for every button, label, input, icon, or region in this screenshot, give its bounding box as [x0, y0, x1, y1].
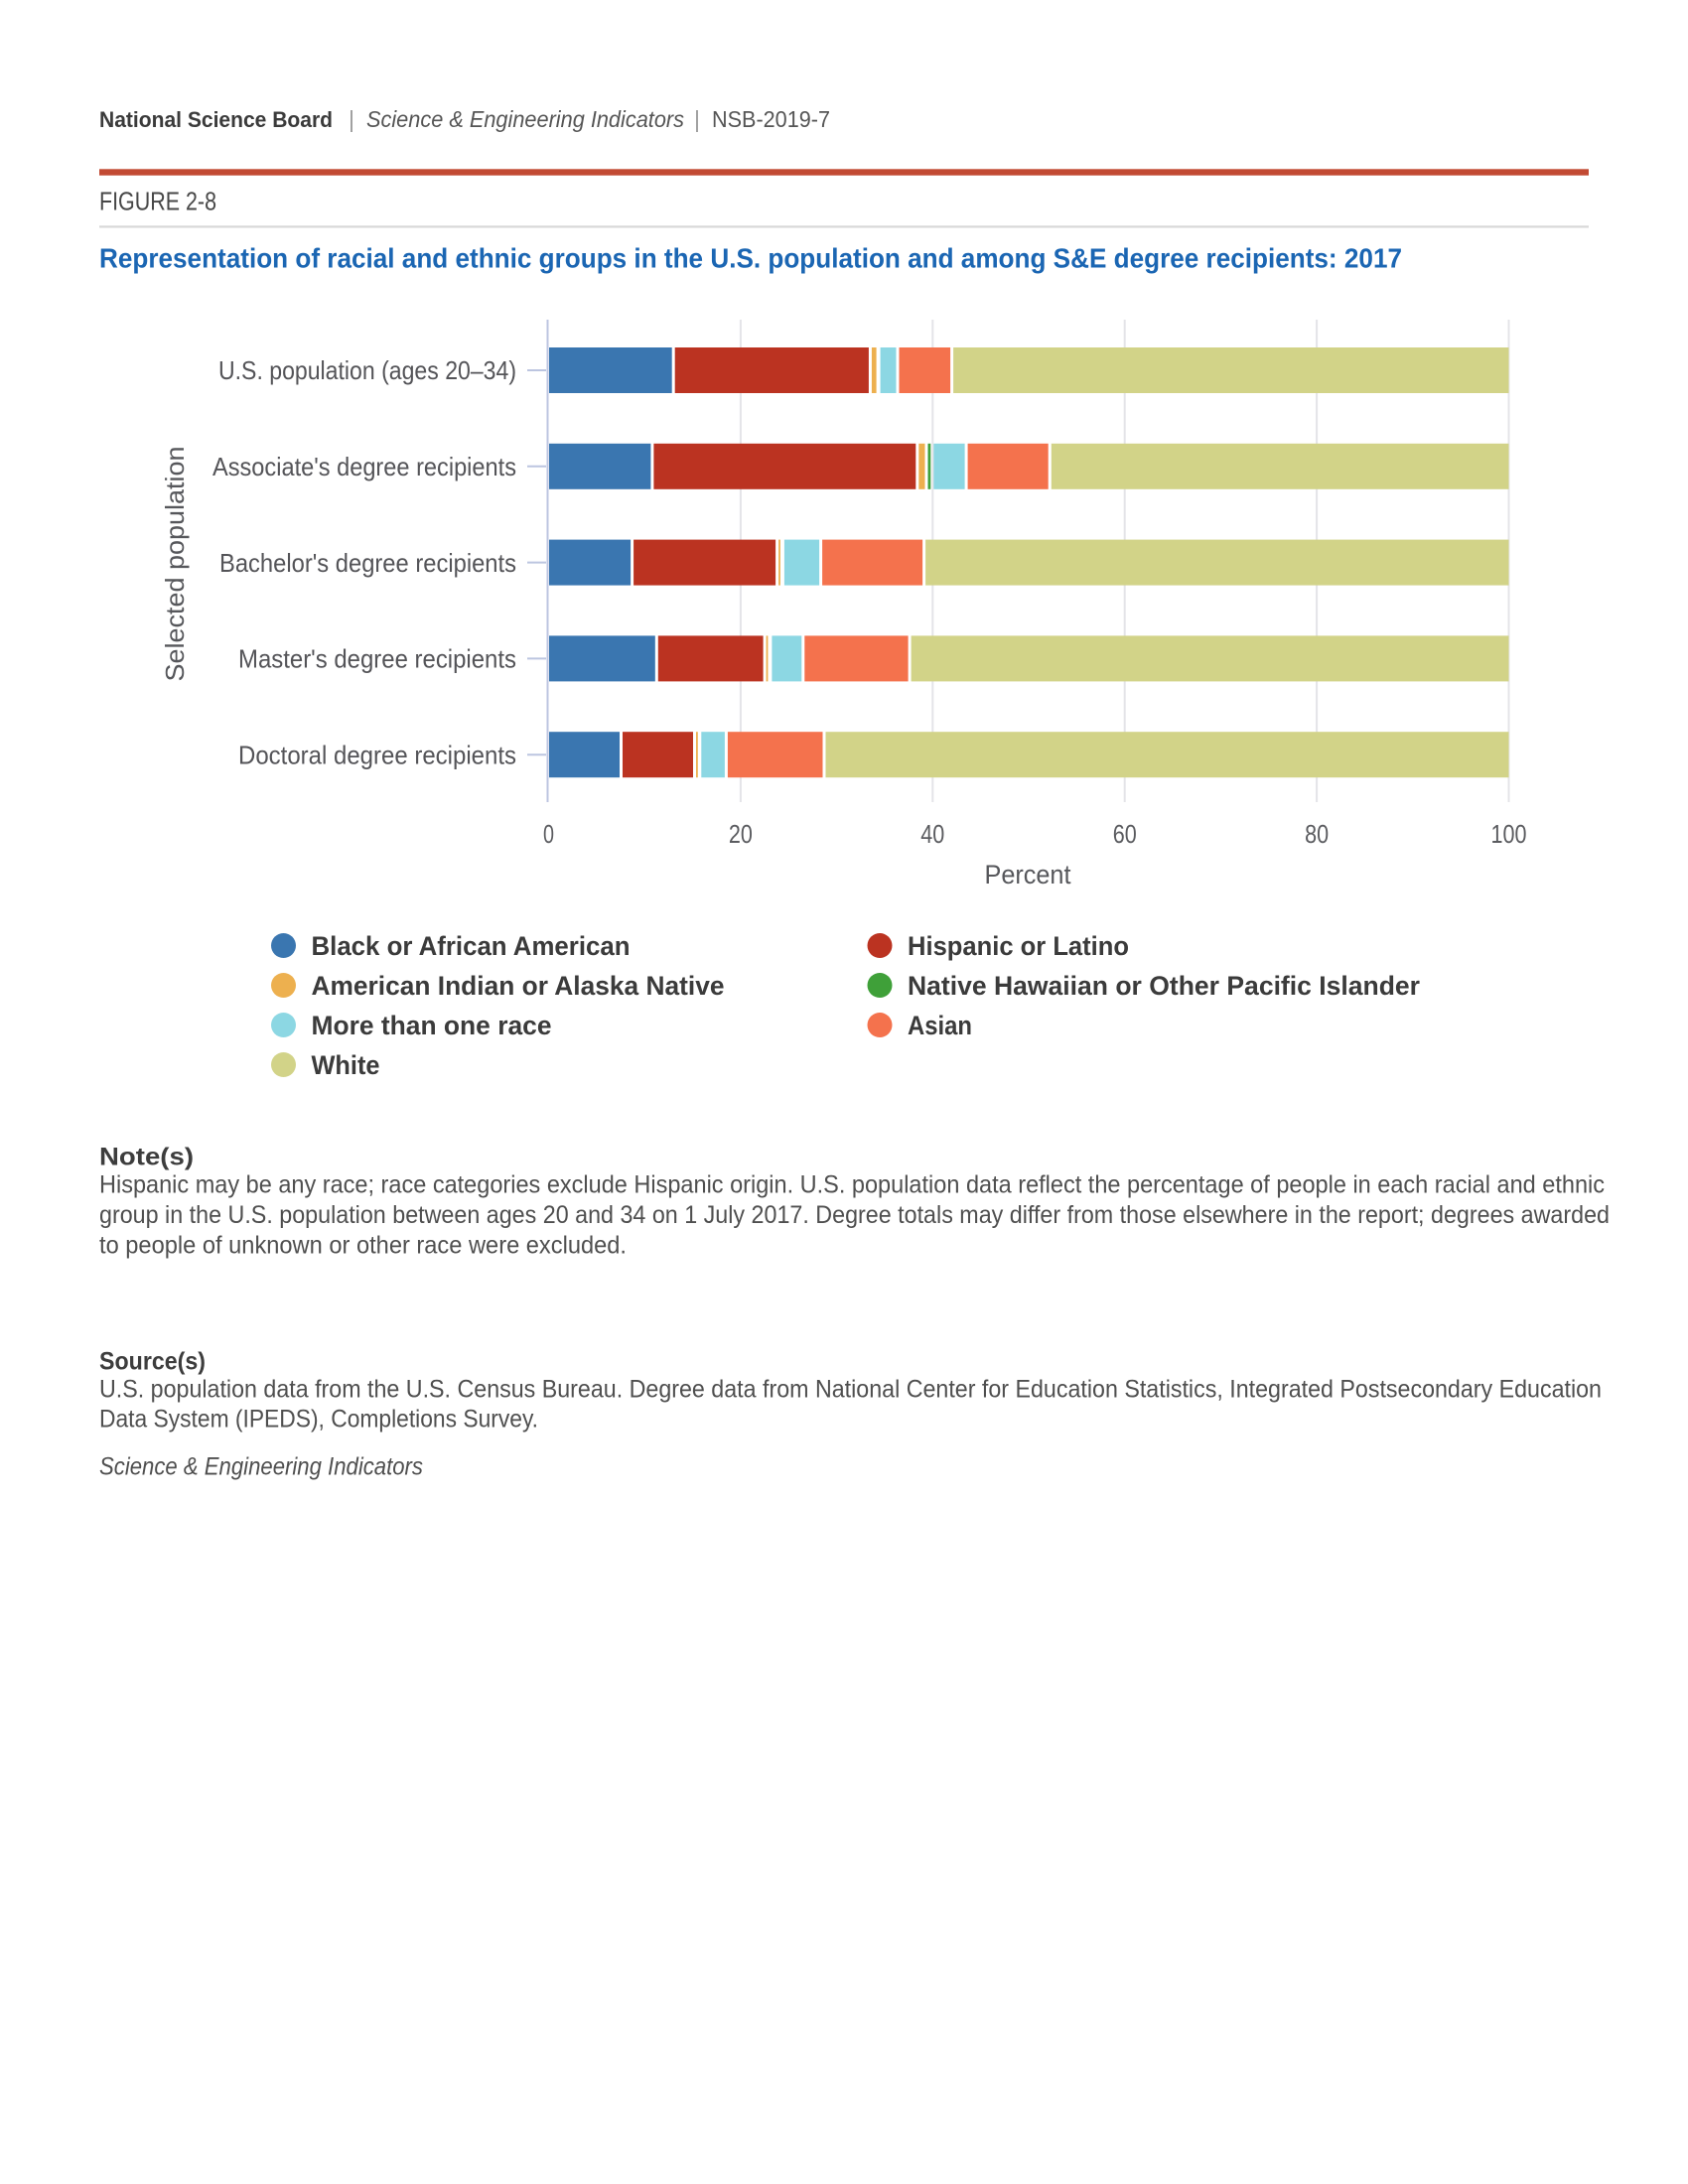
- svg-text:U.S. population (ages 20–34): U.S. population (ages 20–34): [218, 355, 516, 385]
- svg-text:More than one race: More than one race: [312, 1011, 552, 1040]
- svg-text:Selected population: Selected population: [160, 447, 190, 682]
- svg-text:Hispanic may be any race; race: Hispanic may be any race; race categorie…: [99, 1171, 1605, 1199]
- svg-text:White: White: [312, 1050, 380, 1080]
- svg-text:Source(s): Source(s): [99, 1348, 206, 1376]
- svg-text:Percent: Percent: [985, 860, 1071, 889]
- svg-text:Asian: Asian: [908, 1011, 972, 1040]
- svg-text:Native Hawaiian or Other Pacif: Native Hawaiian or Other Pacific Islande…: [908, 971, 1420, 1001]
- svg-text:60: 60: [1113, 819, 1137, 849]
- svg-text:Note(s): Note(s): [99, 1144, 194, 1171]
- svg-text:National Science Board: National Science Board: [99, 107, 333, 132]
- svg-text:NSB-2019-7: NSB-2019-7: [712, 106, 830, 132]
- svg-text:Science & Engineering Indicato: Science & Engineering Indicators: [366, 106, 684, 132]
- svg-text:group in the U.S. population b: group in the U.S. population between age…: [99, 1201, 1610, 1229]
- svg-text:Associate's degree recipients: Associate's degree recipients: [212, 452, 516, 481]
- svg-text:Black or African American: Black or African American: [312, 931, 631, 961]
- svg-text:Hispanic or Latino: Hispanic or Latino: [908, 931, 1129, 961]
- svg-text:Science & Engineering Indicato: Science & Engineering Indicators: [99, 1453, 423, 1481]
- svg-text:80: 80: [1305, 819, 1329, 849]
- svg-text:Data System (IPEDS), Completio: Data System (IPEDS), Completions Survey.: [99, 1406, 538, 1433]
- svg-text:Doctoral degree recipients: Doctoral degree recipients: [238, 740, 516, 769]
- svg-text:American Indian or Alaska Nati: American Indian or Alaska Native: [312, 971, 725, 1001]
- svg-text:0: 0: [543, 819, 554, 849]
- svg-text:U.S. population data from the: U.S. population data from the U.S. Censu…: [99, 1376, 1602, 1404]
- svg-text:to people of unknown or other: to people of unknown or other race were …: [99, 1232, 627, 1260]
- svg-text:|: |: [694, 106, 700, 132]
- svg-text:20: 20: [729, 819, 753, 849]
- svg-text:Master's degree recipients: Master's degree recipients: [238, 644, 516, 674]
- svg-text:40: 40: [920, 819, 944, 849]
- svg-text:FIGURE 2-8: FIGURE 2-8: [99, 186, 216, 215]
- svg-text:Bachelor's degree recipients: Bachelor's degree recipients: [219, 548, 516, 578]
- svg-text:|: |: [349, 106, 354, 132]
- svg-text:Representation of racial and e: Representation of racial and ethnic grou…: [99, 243, 1402, 274]
- svg-text:100: 100: [1491, 819, 1527, 849]
